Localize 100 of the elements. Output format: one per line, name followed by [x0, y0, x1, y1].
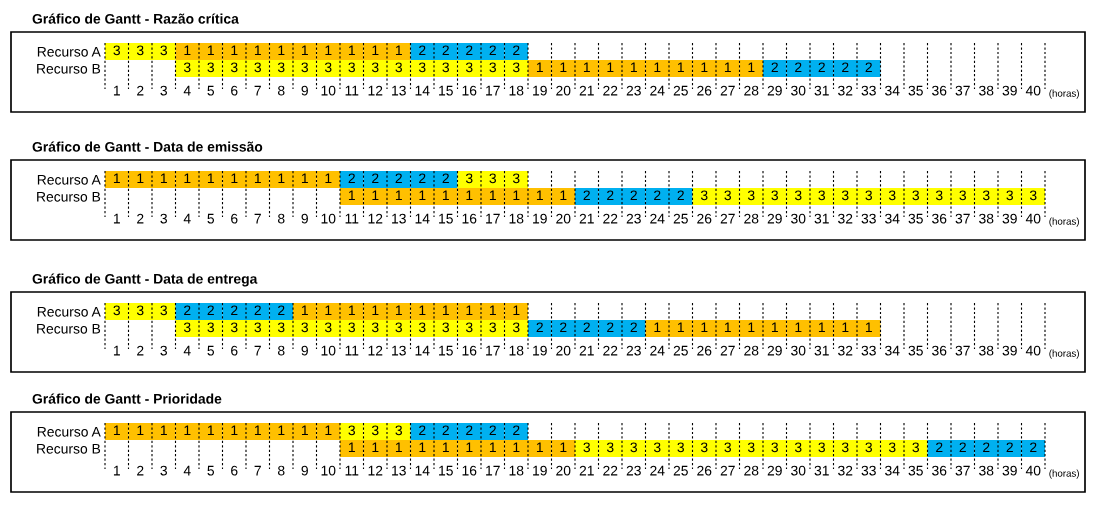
x-tick-label: 16 [462, 213, 477, 224]
x-tick-label: 39 [1002, 345, 1017, 356]
x-tick-label: 32 [838, 465, 853, 476]
x-tick-label: 12 [368, 213, 383, 224]
data-label: 3 [935, 190, 943, 201]
x-tick-label: 3 [160, 345, 167, 356]
x-tick-label: 15 [439, 465, 453, 476]
data-label: 2 [419, 425, 426, 436]
x-tick-label: 28 [744, 345, 759, 356]
data-label: 1 [677, 62, 684, 73]
data-label: 1 [207, 173, 214, 184]
data-label: 1 [301, 305, 308, 316]
data-label: 1 [372, 190, 379, 201]
data-label: 1 [395, 45, 402, 56]
x-tick-label: 17 [486, 213, 500, 224]
data-label: 3 [677, 442, 684, 453]
data-label: 1 [231, 173, 238, 184]
x-tick-label: 33 [861, 85, 876, 96]
data-label: 1 [771, 322, 778, 333]
x-tick-label: 6 [231, 213, 238, 224]
x-tick-label: 7 [254, 213, 261, 224]
data-label: 2 [607, 322, 614, 333]
x-tick-label: 25 [673, 85, 688, 96]
data-label: 1 [184, 45, 191, 56]
data-label: 2 [207, 305, 214, 316]
x-tick-label: 10 [321, 465, 336, 476]
data-label: 3 [418, 62, 426, 73]
data-label: 3 [583, 442, 590, 453]
chart-title: Gráfico de Gantt - Data de emissão [32, 141, 263, 152]
x-tick-label: 20 [556, 85, 571, 96]
data-label: 1 [724, 62, 731, 73]
data-label: 1 [489, 190, 496, 201]
x-tick-label: 13 [392, 345, 406, 356]
x-axis-title: (horas) [1049, 89, 1079, 99]
y-tick-label: Recurso A [37, 306, 101, 317]
x-tick-label: 13 [392, 85, 406, 96]
data-label: 1 [325, 45, 332, 56]
data-label: 3 [254, 62, 261, 73]
x-tick-label: 30 [791, 85, 806, 96]
x-tick-label: 33 [861, 213, 876, 224]
data-label: 1 [207, 45, 214, 56]
data-label: 3 [982, 190, 990, 201]
data-label: 1 [701, 62, 708, 73]
data-label: 2 [959, 442, 966, 453]
data-label: 2 [278, 305, 285, 316]
x-tick-label: 1 [113, 465, 120, 476]
data-label: 2 [795, 62, 802, 73]
x-tick-label: 27 [720, 85, 735, 96]
x-tick-label: 14 [415, 345, 430, 356]
data-label: 2 [348, 173, 355, 184]
data-label: 2 [560, 322, 567, 333]
data-label: 1 [278, 173, 285, 184]
data-label: 1 [348, 45, 355, 56]
x-tick-label: 31 [814, 345, 829, 356]
data-label: 3 [183, 322, 191, 333]
data-label: 1 [137, 425, 144, 436]
x-tick-label: 26 [697, 465, 712, 476]
x-tick-label: 25 [673, 465, 688, 476]
data-label: 1 [513, 190, 520, 201]
data-label: 1 [419, 442, 426, 453]
data-label: 3 [277, 62, 285, 73]
data-label: 1 [560, 442, 567, 453]
x-tick-label: 31 [814, 213, 829, 224]
x-tick-label: 7 [254, 345, 261, 356]
data-label: 3 [465, 322, 473, 333]
data-label: 1 [818, 322, 825, 333]
data-label: 1 [607, 62, 614, 73]
data-label: 1 [560, 62, 567, 73]
x-tick-label: 1 [113, 213, 120, 224]
x-tick-label: 38 [979, 345, 994, 356]
data-label: 1 [560, 190, 567, 201]
data-label: 1 [677, 322, 684, 333]
x-tick-label: 4 [183, 85, 191, 96]
data-label: 3 [865, 442, 872, 453]
data-label: 3 [489, 62, 496, 73]
y-tick-label: Recurso B [37, 191, 101, 202]
data-label: 3 [771, 442, 778, 453]
data-label: 3 [230, 62, 238, 73]
data-label: 2 [231, 305, 238, 316]
x-tick-label: 32 [838, 85, 853, 96]
x-tick-label: 36 [932, 213, 947, 224]
data-label: 2 [442, 45, 449, 56]
x-tick-label: 27 [720, 465, 735, 476]
data-label: 3 [724, 190, 731, 201]
x-tick-label: 24 [650, 213, 665, 224]
data-label: 3 [160, 305, 167, 316]
x-tick-label: 5 [207, 465, 215, 476]
data-label: 1 [348, 305, 355, 316]
data-label: 3 [630, 442, 637, 453]
data-label: 1 [842, 322, 849, 333]
x-axis-title: (horas) [1049, 217, 1079, 227]
data-label: 3 [700, 442, 708, 453]
data-label: 1 [184, 173, 191, 184]
data-label: 1 [442, 190, 449, 201]
data-label: 2 [865, 62, 872, 73]
data-label: 3 [959, 190, 966, 201]
data-label: 3 [512, 173, 520, 184]
data-label: 3 [1029, 190, 1037, 201]
x-tick-label: 6 [231, 465, 238, 476]
x-tick-label: 18 [509, 213, 524, 224]
